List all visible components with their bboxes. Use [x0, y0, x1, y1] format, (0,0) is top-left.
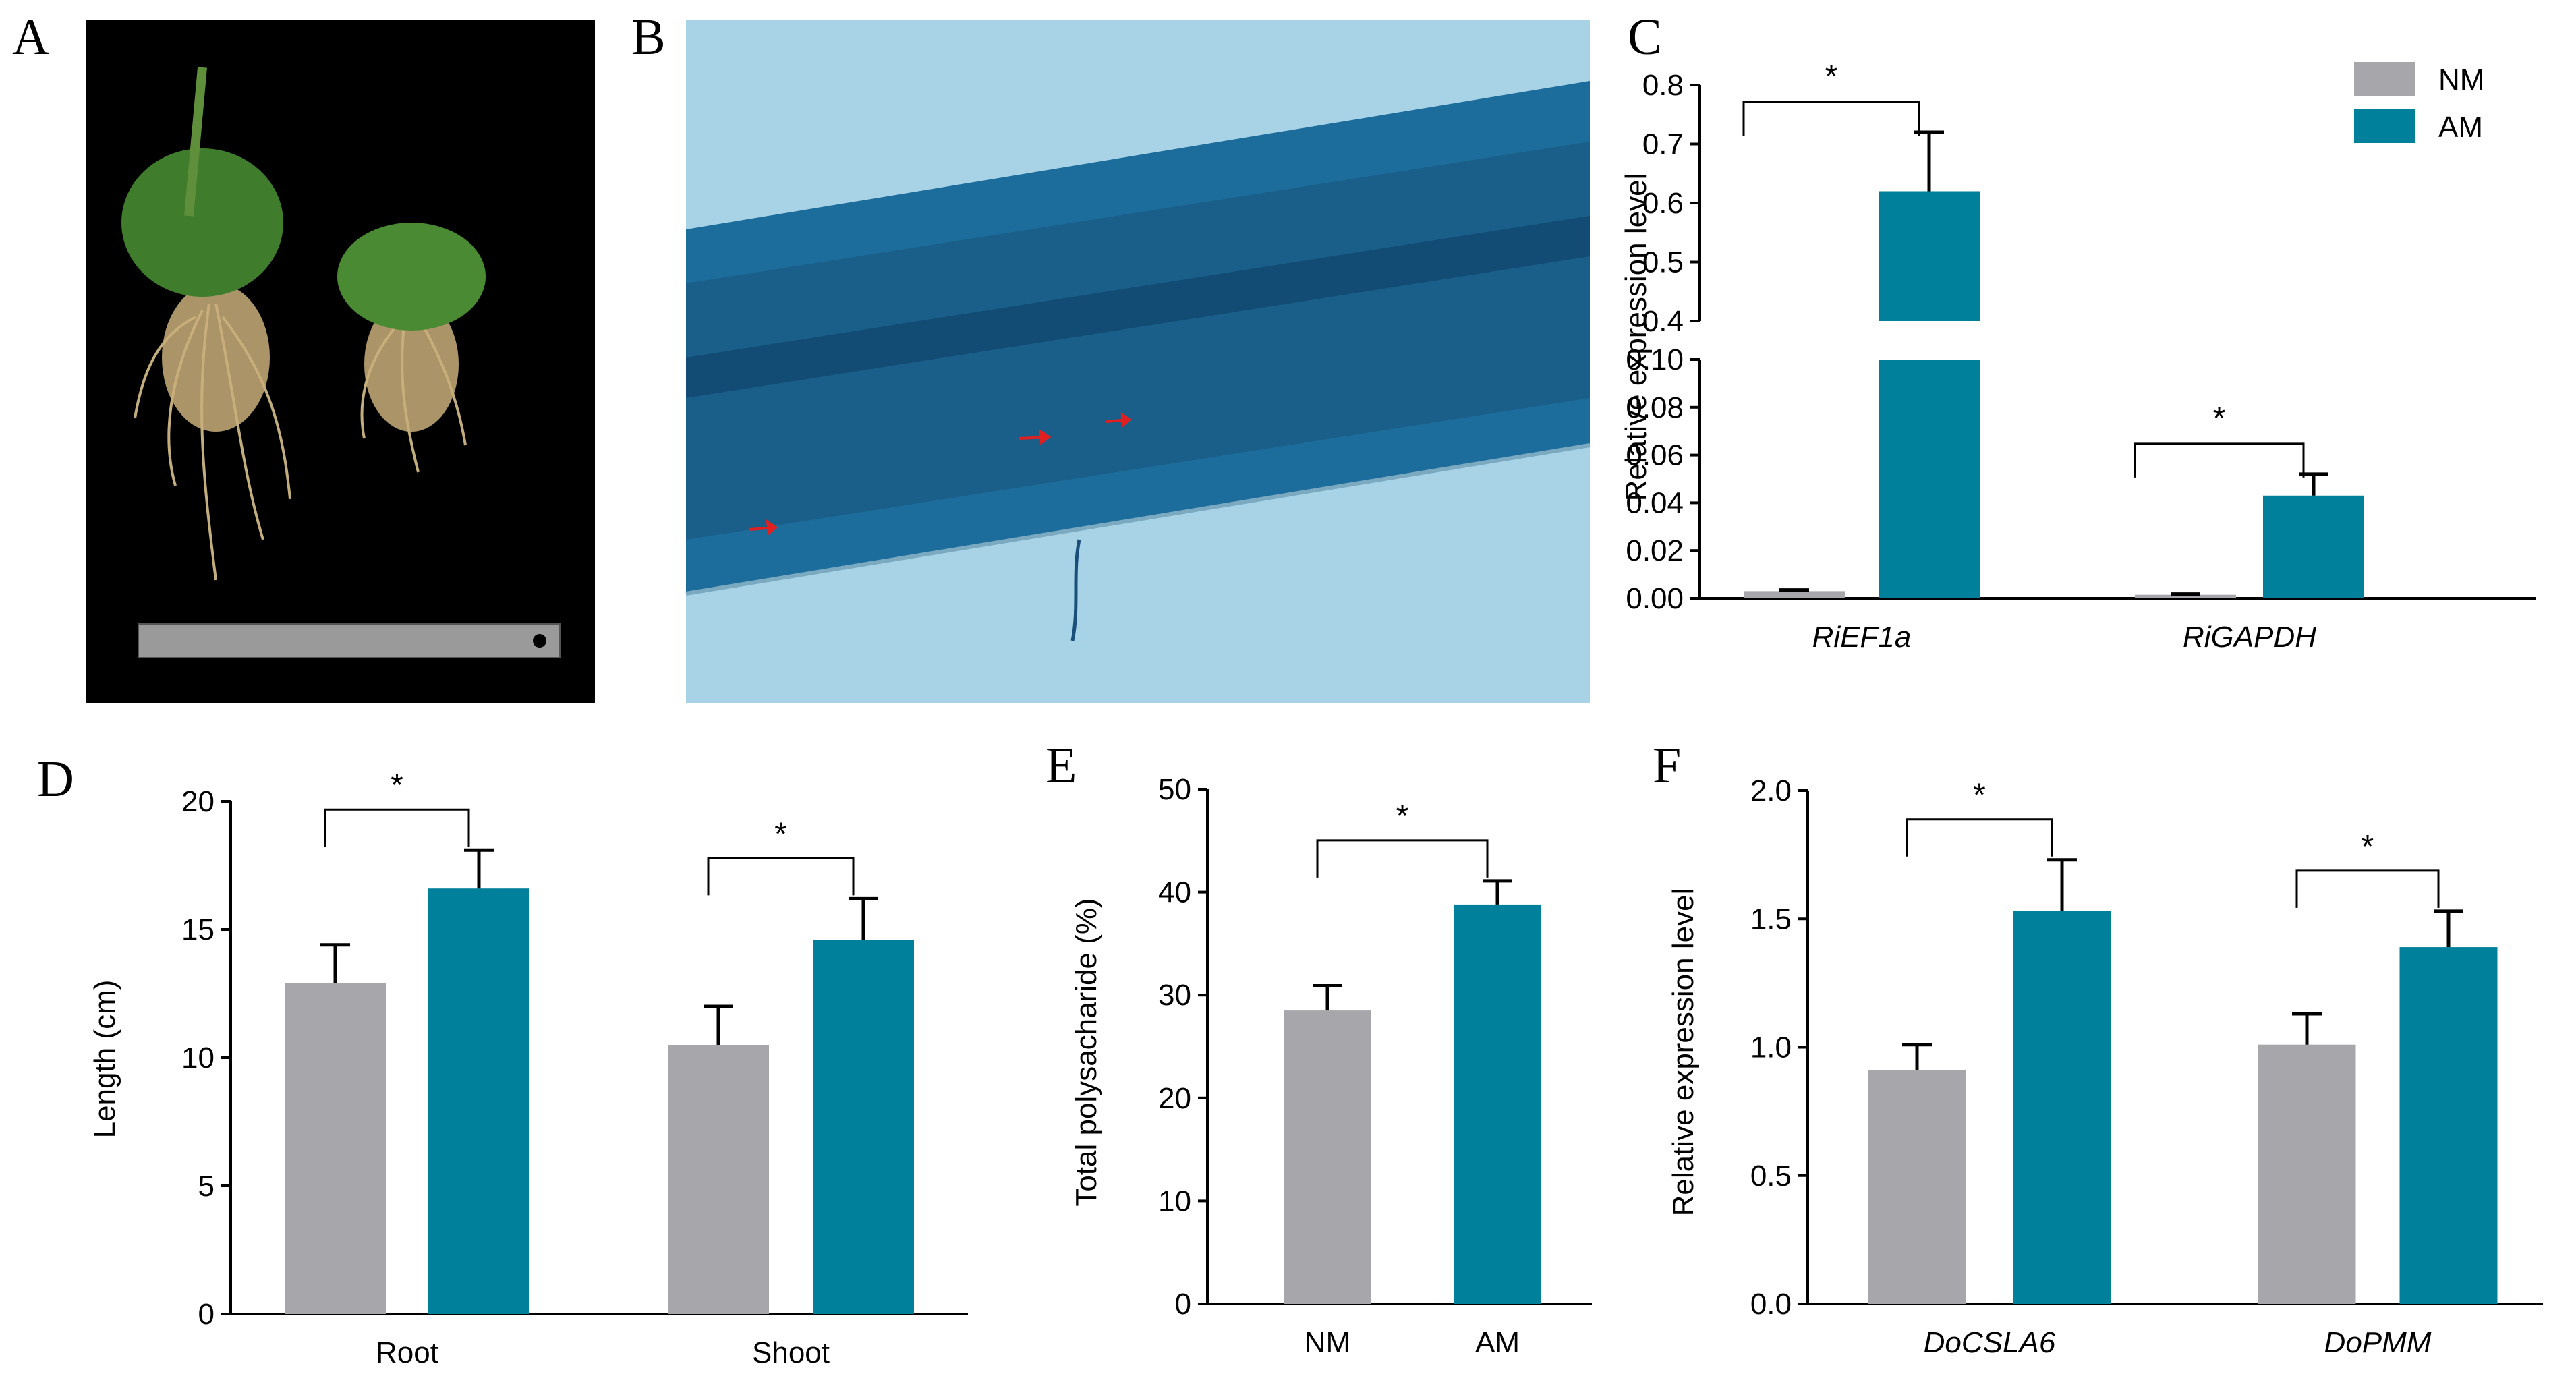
- y-tick-label: 0.7: [1642, 128, 1684, 161]
- sig-nm-am-bracket: [1316, 839, 1489, 878]
- y-tick-label: 2.0: [1750, 774, 1792, 807]
- bar-root-nm: [285, 983, 386, 1314]
- y-axis-label: Total polysacharide (%): [1070, 898, 1103, 1206]
- y-tick-label: 15: [181, 913, 214, 946]
- bar-rief1a-am-upper: [1879, 191, 1980, 321]
- bar-nm: [1284, 1010, 1371, 1304]
- bar-shoot-nm: [668, 1045, 769, 1314]
- y-tick-label: 0.02: [1626, 534, 1684, 567]
- y-tick-label: 0.04: [1626, 486, 1684, 519]
- x-tick-label: Root: [376, 1336, 438, 1369]
- sig-rigapdh-bracket: [2134, 442, 2305, 478]
- bar-rief1a-nm: [1744, 591, 1845, 598]
- y-tick-label: 0.0: [1750, 1288, 1792, 1321]
- y-tick-label: 0.6: [1642, 187, 1684, 220]
- bar-docsla6-am: [2013, 911, 2111, 1304]
- bar-dopmm-am: [2399, 947, 2498, 1304]
- y-tick-label: 10: [181, 1041, 214, 1075]
- significance-star: *: [391, 768, 403, 803]
- legend-swatch-nm: [2354, 62, 2415, 96]
- y-tick-label: 0.5: [1642, 246, 1684, 279]
- sig-root-bracket: [324, 808, 470, 847]
- y-tick-label: 50: [1158, 773, 1191, 806]
- y-tick-label: 0: [198, 1298, 214, 1331]
- legend-swatch-am: [2354, 109, 2415, 143]
- significance-star: *: [2362, 829, 2374, 865]
- y-tick-label: 0.00: [1626, 582, 1684, 615]
- significance-star: *: [774, 816, 787, 852]
- y-axis-label: Relative expression level: [1667, 888, 1700, 1217]
- sig-dopmm-bracket: [2295, 869, 2440, 908]
- significance-star: *: [1825, 59, 1838, 94]
- x-tick-label: RiGAPDH: [2183, 621, 2316, 654]
- significance-star: *: [1973, 778, 1986, 813]
- y-axis-label: Length (cm): [88, 980, 121, 1139]
- sig-rief1a-bracket: [1742, 101, 1920, 136]
- plant-photo-icon: [86, 20, 595, 703]
- root-micrograph-icon: [685, 20, 1591, 703]
- x-tick-label: NM: [1305, 1326, 1350, 1359]
- x-tick-label: DoCSLA6: [1924, 1326, 2056, 1359]
- y-tick-label: 1.5: [1750, 903, 1792, 936]
- significance-star: *: [2213, 401, 2226, 436]
- legend: NM AM: [2354, 62, 2484, 144]
- panel-f-letter: F: [1653, 737, 1681, 794]
- y-tick-label: 1.0: [1750, 1031, 1792, 1064]
- bar-shoot-am: [813, 940, 914, 1314]
- y-tick-label: 5: [198, 1170, 214, 1203]
- y-tick-label: 10: [1158, 1184, 1191, 1218]
- y-axis-label: Relative expression level: [1620, 173, 1653, 502]
- charts-layer: 0.000.020.040.060.080.100.40.50.60.70.8R…: [88, 59, 2543, 1369]
- x-tick-label: DoPMM: [2324, 1326, 2432, 1359]
- y-tick-label: 0.06: [1626, 439, 1684, 472]
- panel-e-letter: E: [1046, 737, 1077, 794]
- y-tick-label: 0.10: [1626, 343, 1684, 376]
- y-tick-label: 20: [181, 785, 214, 818]
- bar-root-am: [428, 888, 529, 1314]
- bar-docsla6-nm: [1868, 1070, 1966, 1304]
- panel-c-letter: C: [1628, 9, 1662, 65]
- y-tick-label: 30: [1158, 979, 1191, 1012]
- panel-a-letter: A: [12, 9, 49, 65]
- y-tick-label: 0.4: [1642, 305, 1684, 338]
- sig-docsla6-bracket: [1906, 818, 2053, 857]
- legend-label-am: AM: [2438, 111, 2483, 144]
- y-tick-label: 0: [1175, 1288, 1191, 1321]
- bar-rief1a-am-lower: [1879, 360, 1980, 598]
- bar-rigapdh-am: [2263, 495, 2364, 598]
- legend-label-nm: NM: [2438, 63, 2484, 96]
- y-tick-label: 40: [1158, 876, 1191, 909]
- y-tick-label: 0.8: [1642, 69, 1684, 102]
- significance-star: *: [1396, 799, 1409, 834]
- panel-d-letter: D: [37, 751, 74, 807]
- bar-dopmm-nm: [2258, 1044, 2356, 1304]
- bar-rigapdh-nm: [2135, 594, 2236, 598]
- x-tick-label: RiEF1a: [1812, 621, 1912, 654]
- bar-am: [1454, 904, 1541, 1304]
- y-tick-label: 20: [1158, 1082, 1191, 1115]
- x-tick-label: Shoot: [752, 1336, 830, 1369]
- y-tick-label: 0.5: [1750, 1160, 1792, 1193]
- y-tick-label: 0.08: [1626, 391, 1684, 424]
- sig-shoot-bracket: [707, 857, 855, 896]
- panel-b-letter: B: [631, 9, 666, 65]
- x-tick-label: AM: [1475, 1326, 1520, 1359]
